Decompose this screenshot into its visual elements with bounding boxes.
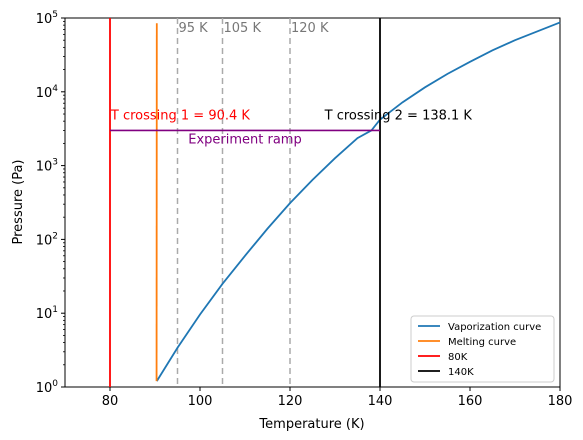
y-tick-label: 101	[36, 305, 58, 322]
legend-box	[410, 315, 555, 383]
series-line-vaporization-curve	[156, 21, 561, 382]
annotations: T crossing 1 = 90.4 K T crossing 2 = 138.…	[110, 109, 473, 124]
legend-entry: 80K	[448, 352, 468, 363]
series-lines	[109, 18, 561, 387]
x-tick-label: 120	[278, 394, 303, 409]
x-tick-label: 160	[458, 394, 483, 409]
y-tick-label: 105	[36, 10, 58, 27]
legend-entry: 140K	[448, 367, 474, 378]
experiment-ramp-label: Experiment ramp	[188, 132, 301, 147]
reference-line-label: 105 K	[224, 21, 262, 36]
reference-line-label: 95 K	[179, 21, 209, 36]
y-tick-label: 102	[36, 231, 58, 248]
x-axis-label: Temperature (K)	[258, 417, 364, 432]
x-tick-label: 140	[368, 394, 393, 409]
y-tick-label: 100	[36, 379, 59, 396]
crossing-annotation: T crossing 2 = 138.1 K	[324, 109, 473, 124]
x-tick-label: 100	[188, 394, 213, 409]
y-ticks: 100 101 102 103 104 105	[36, 10, 65, 396]
plot-area: 95 K 105 K 120 K Experiment ramp T crossin…	[109, 18, 561, 387]
legend-entry: Melting curve	[448, 337, 516, 348]
reference-lines: 95 K 105 K 120 K	[176, 18, 329, 387]
reference-line-label: 120 K	[291, 21, 329, 36]
plot-frame	[64, 17, 561, 388]
y-tick-label: 103	[36, 158, 58, 175]
x-ticks: 80 100 120 140 160 180	[102, 387, 573, 409]
legend-items: Vaporization curve Melting curve 80K 140K	[418, 322, 541, 378]
crossing-annotation: T crossing 1 = 90.4 K	[110, 109, 251, 124]
experiment-ramp: Experiment ramp	[110, 129, 380, 147]
x-tick-label: 180	[548, 394, 573, 409]
y-tick-label: 104	[36, 84, 59, 101]
legend-entry: Vaporization curve	[448, 322, 541, 333]
x-tick-label: 80	[102, 394, 119, 409]
y-axis-label: Pressure (Pa)	[11, 159, 26, 244]
legend: Vaporization curve Melting curve 80K 140K	[410, 315, 555, 383]
